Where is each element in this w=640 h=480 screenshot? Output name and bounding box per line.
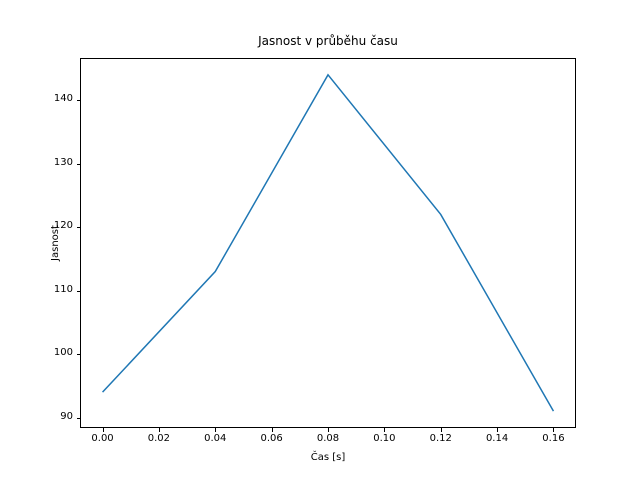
- chart-title: Jasnost v průběhu času: [258, 34, 398, 48]
- y-tick-label: 90: [60, 410, 73, 422]
- x-tick-label: 0.04: [204, 433, 227, 444]
- plot-area: [80, 58, 576, 428]
- x-tick-label: 0.00: [91, 433, 114, 444]
- x-tick-mark: [440, 428, 442, 432]
- x-tick-mark: [102, 428, 104, 432]
- line-series-svg: [102, 73, 555, 412]
- y-tick-label: 130: [53, 156, 73, 168]
- x-tick-mark: [328, 428, 329, 432]
- y-tick-label: 120: [53, 220, 73, 232]
- x-tick-mark: [497, 428, 499, 432]
- x-tick-label: 0.06: [260, 433, 283, 444]
- x-tick-mark: [553, 428, 555, 432]
- y-tick-label: 140: [53, 93, 73, 105]
- y-tick-mark: [76, 163, 80, 165]
- y-tick-mark: [76, 290, 80, 292]
- x-tick-label: 0.14: [485, 433, 509, 444]
- x-tick-mark: [158, 428, 160, 432]
- x-tick-label: 0.08: [316, 433, 340, 444]
- x-tick-label: 0.10: [373, 433, 396, 444]
- y-tick-mark: [76, 227, 80, 229]
- x-axis-label: Čas [s]: [310, 452, 346, 463]
- x-tick-mark: [271, 428, 273, 432]
- y-tick-mark: [76, 354, 80, 356]
- x-tick-mark: [384, 428, 386, 432]
- x-tick-mark: [215, 428, 217, 432]
- y-tick-mark: [76, 417, 80, 419]
- x-tick-label: 0.12: [429, 433, 452, 444]
- x-tick-label: 0.02: [147, 433, 171, 444]
- data-line: [102, 73, 555, 412]
- y-tick-label: 100: [53, 347, 73, 359]
- y-tick-mark: [76, 100, 80, 102]
- y-tick-label: 110: [53, 283, 73, 295]
- y-axis-label: Jasnost: [50, 225, 61, 261]
- x-tick-label: 0.16: [542, 433, 565, 444]
